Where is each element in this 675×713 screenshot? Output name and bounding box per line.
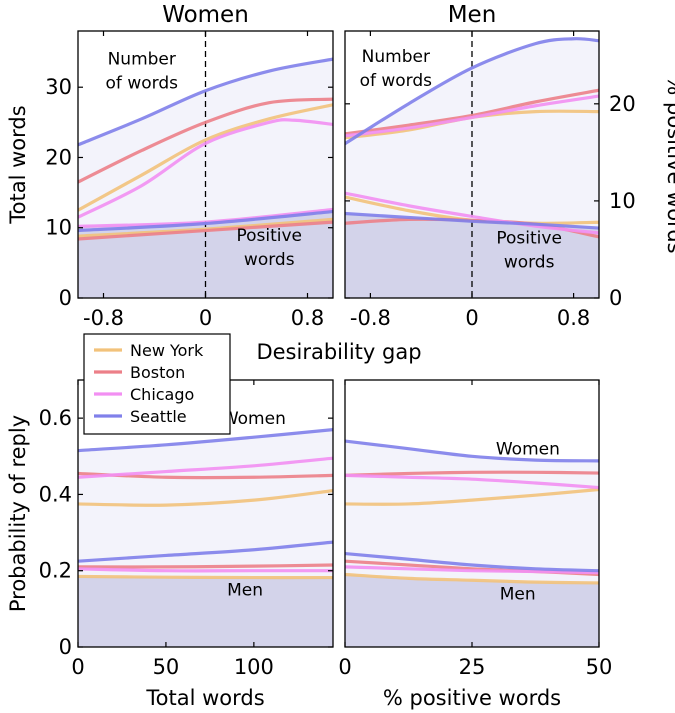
series-line-new-york-women [345, 487, 599, 506]
series-line-new-york-women [78, 489, 333, 507]
series-line-chicago-words [78, 118, 333, 219]
y-axis-label: Probability of reply [6, 415, 30, 612]
annotation-label: Men [227, 581, 263, 601]
series-line-seattle-words [345, 37, 599, 146]
series-line-boston-women [345, 470, 599, 477]
annotation-label: Women [496, 439, 560, 459]
series-line-chicago-women [78, 456, 333, 479]
series-line-chicago-men [345, 565, 599, 575]
series-line-chicago-women [345, 473, 599, 490]
series-line-boston-words [78, 97, 333, 184]
series-line-chicago-words [345, 94, 599, 138]
plot-area [345, 439, 599, 647]
series-line-seattle-words [78, 57, 333, 147]
x-axis-label: % positive words [383, 686, 561, 710]
series-line-seattle-women [345, 439, 599, 463]
series-line-chicago-men [78, 567, 333, 573]
series-line-seattle-positive [345, 211, 599, 230]
y-tick-label: 10 [609, 189, 636, 213]
y-tick-label: 0 [59, 635, 72, 659]
series-line-new-york-men [345, 572, 599, 585]
annotation-label: Men [500, 584, 536, 604]
y-tick-label: 20 [45, 145, 72, 169]
x-tick-label: 50 [586, 655, 613, 679]
series-line-boston-men [78, 563, 333, 569]
y-tick-label: 30 [45, 75, 72, 99]
y-tick-label: 10 [45, 216, 72, 240]
x-tick-label: 0 [338, 655, 351, 679]
plot-area [78, 427, 333, 647]
shade-lower [78, 576, 333, 647]
x-tick-label: 0 [199, 306, 212, 330]
y-tick-label: 0 [609, 286, 622, 310]
legend-label: Seattle [130, 407, 187, 426]
series-line-seattle-positive [78, 209, 333, 233]
annotation-label: words [244, 250, 295, 270]
series-line-chicago-positive [345, 191, 599, 235]
series-line-boston-positive [78, 220, 333, 241]
legend-label: Boston [130, 363, 185, 382]
annotation-label: words [504, 253, 555, 273]
legend-label: Chicago [130, 385, 194, 404]
series-line-new-york-words [78, 103, 333, 212]
x-tick-label: 0 [465, 306, 478, 330]
x-tick-label: 0.8 [291, 306, 324, 330]
series-line-seattle-women [78, 427, 333, 453]
annotation-label: Number [108, 50, 176, 70]
annotation-label: Positive [496, 229, 562, 249]
legend-label: New York [130, 341, 204, 360]
panel-title: Men [448, 2, 497, 28]
y-tick-label: 20 [609, 92, 636, 116]
x-tick-label: -0.8 [350, 306, 391, 330]
panel-title: Women [162, 2, 249, 28]
legend: New York Boston Chicago Seattle [83, 333, 231, 435]
series-line-seattle-men [345, 551, 599, 573]
y-tick-label: 0.6 [39, 406, 72, 430]
panel-bottom-right: Women Men 0 25 50 % positive words [338, 379, 613, 710]
plot-area [78, 31, 333, 298]
y-axis-label: Total words [6, 105, 30, 224]
annotation-label: Number [362, 47, 430, 67]
x-tick-label: 0.8 [557, 306, 590, 330]
x-axis-label: Total words [145, 686, 264, 710]
y-tick-label: 0 [59, 286, 72, 310]
x-tick-label: 50 [153, 655, 180, 679]
y-tick-label: 0.2 [39, 559, 72, 583]
series-line-boston-words [345, 88, 599, 136]
y-axis-label: % positive words [663, 75, 675, 253]
shade-lower [345, 574, 599, 647]
panel-bottom-left: Women Men 0 50 100 0 0.2 0.4 0.6 Probability of r… [6, 379, 334, 710]
plot-area [345, 31, 599, 298]
series-line-seattle-men [78, 540, 333, 563]
annotation-label: Positive [236, 226, 302, 246]
annotation-label: of words [106, 74, 179, 94]
shared-xlabel-top: Desirability gap [256, 340, 421, 364]
x-tick-label: 25 [459, 655, 486, 679]
x-tick-label: -0.8 [83, 306, 124, 330]
annotation-label: of words [360, 71, 433, 91]
panel-top-left: Number of words Positive words -0.8 0 0.8 0 10 20… [6, 2, 334, 330]
annotation-label: Women [222, 409, 286, 429]
y-tick-label: 0.4 [39, 482, 72, 506]
x-tick-label: 100 [234, 655, 274, 679]
panel-top-right: Number of words Positive words -0.8 0 0.8 0 10 20… [344, 2, 675, 330]
series-line-new-york-men [78, 574, 333, 580]
x-tick-label: 0 [71, 655, 84, 679]
